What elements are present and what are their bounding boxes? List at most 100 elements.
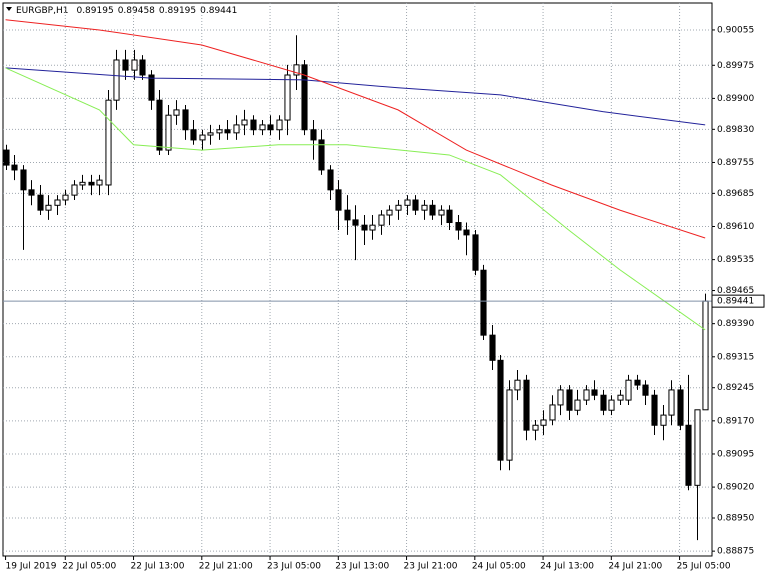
- candle-body: [677, 389, 684, 426]
- header: EURGBP,H1 0.89195 0.89458 0.89195 0.89441: [16, 6, 237, 16]
- candle-body: [113, 59, 120, 101]
- candle-body: [523, 379, 530, 431]
- candle-body: [199, 134, 206, 141]
- x-tick-label: 22 Jul 13:00: [131, 562, 185, 572]
- x-tick-label: 19 Jul 2019: [6, 562, 57, 572]
- x-tick-label: 24 Jul 05:00: [472, 562, 526, 572]
- menu-arrow[interactable]: [6, 7, 12, 11]
- candle-body: [54, 199, 61, 206]
- x-tick-label: 22 Jul 05:00: [62, 562, 116, 572]
- x-tick-label: 23 Jul 21:00: [404, 562, 458, 572]
- candle-body: [480, 269, 487, 336]
- header-value: 0.89195: [76, 6, 113, 16]
- candle-body: [497, 359, 504, 461]
- y-tick-label: 0.89610: [717, 222, 754, 232]
- symbol: EURGBP,H1: [16, 6, 68, 16]
- x-tick-label: 22 Jul 21:00: [199, 562, 253, 572]
- x-tick-label: 25 Jul 05:00: [677, 562, 731, 572]
- candle-body: [472, 234, 479, 271]
- candle-body: [327, 169, 334, 191]
- last-price-box: [711, 294, 765, 308]
- candle-body: [20, 169, 27, 191]
- candle-body: [182, 109, 189, 131]
- candle-body: [216, 129, 223, 134]
- candle-body: [224, 129, 231, 134]
- moving-average: [5, 67, 706, 126]
- y-tick-label: 0.88875: [717, 547, 754, 557]
- candle-body: [608, 399, 615, 411]
- header-value: 0.89458: [118, 6, 155, 16]
- candle-body: [446, 209, 453, 224]
- candle-body: [62, 194, 69, 201]
- plot-frame: [2, 2, 713, 557]
- candle-body: [88, 181, 95, 186]
- candle-body: [540, 419, 547, 426]
- candle-body: [583, 389, 590, 401]
- candle-body: [668, 389, 675, 416]
- candle-body: [241, 119, 248, 126]
- candle-body: [352, 219, 359, 226]
- candle-body: [45, 204, 52, 211]
- x-tick-label: 24 Jul 21:00: [608, 562, 662, 572]
- y-tick-label: 0.89830: [717, 125, 754, 135]
- candle-body: [489, 334, 496, 361]
- candle-body: [105, 99, 112, 186]
- y-tick-label: 0.89755: [717, 158, 754, 168]
- candle-body: [250, 119, 257, 131]
- candle-body: [361, 224, 368, 231]
- candle-body: [284, 74, 291, 121]
- candle-body: [122, 59, 129, 71]
- y-tick-label: 0.89465: [717, 286, 754, 296]
- candle-body: [131, 59, 138, 71]
- candle-body: [514, 379, 521, 391]
- candle-body: [549, 404, 556, 421]
- y-tick-label: 0.89020: [717, 483, 754, 493]
- candle-body: [318, 139, 325, 171]
- y-tick-label: 0.89535: [717, 255, 754, 265]
- candle-body: [702, 300, 709, 411]
- candle-body: [617, 394, 624, 401]
- x-tick-label: 24 Jul 13:00: [540, 562, 594, 572]
- candle-body: [190, 129, 197, 141]
- candle-body: [591, 389, 598, 396]
- candle-body: [301, 64, 308, 131]
- candle-body: [148, 74, 155, 101]
- candle-body: [386, 209, 393, 216]
- moving-average: [5, 67, 706, 331]
- candle-body: [276, 119, 283, 131]
- y-tick-label: 0.89245: [717, 383, 754, 393]
- y-tick-label: 0.89975: [717, 61, 754, 71]
- candle-body: [506, 389, 513, 461]
- candle-body: [412, 199, 419, 211]
- candle-body: [79, 181, 86, 186]
- y-tick-label: 0.88950: [717, 514, 754, 524]
- candle-body: [651, 394, 658, 426]
- candle-body: [28, 189, 35, 196]
- x-tick-label: 23 Jul 05:00: [267, 562, 321, 572]
- candle-body: [463, 229, 470, 236]
- candle-body: [310, 129, 317, 141]
- candle-body: [642, 384, 649, 396]
- candle-body: [335, 189, 342, 211]
- candle-body: [625, 379, 632, 401]
- x-tick-label: 23 Jul 13:00: [335, 562, 389, 572]
- candle-body: [660, 414, 667, 426]
- candle-body: [139, 59, 146, 76]
- candle-body: [685, 424, 692, 486]
- candle-body: [173, 109, 180, 116]
- candle-body: [600, 394, 607, 411]
- y-tick-label: 0.89900: [717, 94, 754, 104]
- candle-body: [259, 124, 266, 131]
- y-tick-label: 0.90055: [717, 25, 754, 35]
- y-tick-label: 0.89685: [717, 189, 754, 199]
- candle-body: [207, 132, 214, 136]
- candle-body: [532, 424, 539, 431]
- candle-body: [429, 204, 436, 216]
- candle-body: [455, 222, 462, 231]
- y-tick-label: 0.89170: [717, 416, 754, 426]
- candle-body: [233, 124, 240, 134]
- moving-average: [5, 19, 706, 239]
- candle-body: [369, 224, 376, 231]
